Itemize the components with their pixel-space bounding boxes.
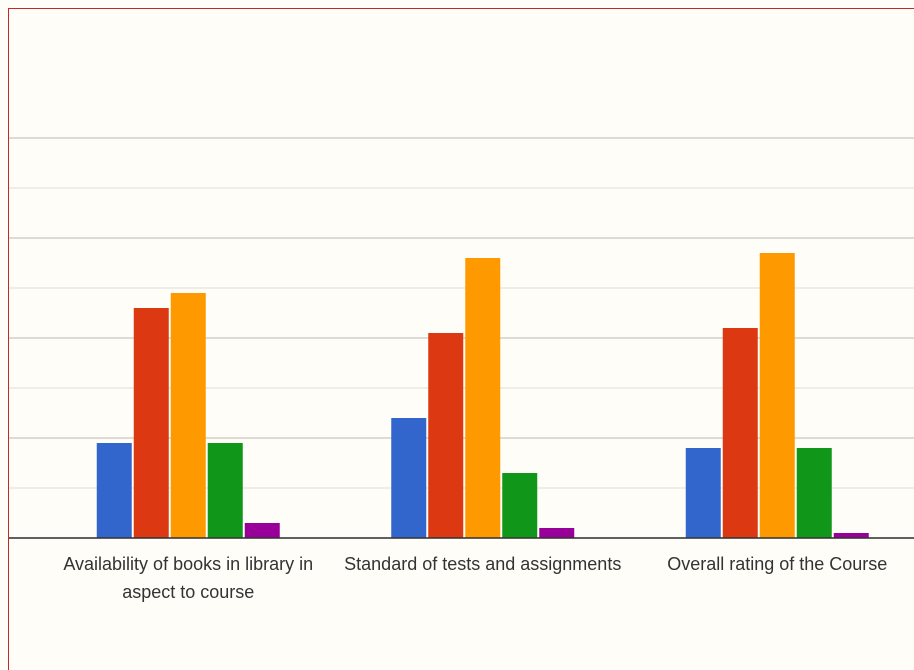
bar (244, 523, 280, 538)
bar (170, 293, 206, 538)
bar (796, 448, 832, 538)
bar (133, 308, 169, 538)
frame (8, 8, 914, 670)
bar (722, 328, 758, 538)
bar (428, 333, 464, 538)
x-tick-label: Availability of books in library in aspe… (63, 554, 314, 602)
x-tick-label: Overall rating of the Course (667, 554, 888, 574)
bar (502, 473, 538, 538)
bar (207, 443, 243, 538)
bar (833, 533, 869, 538)
bar (391, 418, 427, 538)
x-tick-label: Standard of tests and assignments (344, 554, 622, 574)
bar (465, 258, 501, 538)
bar (539, 528, 575, 538)
bar (685, 448, 721, 538)
bar (96, 443, 132, 538)
bar (759, 253, 795, 538)
